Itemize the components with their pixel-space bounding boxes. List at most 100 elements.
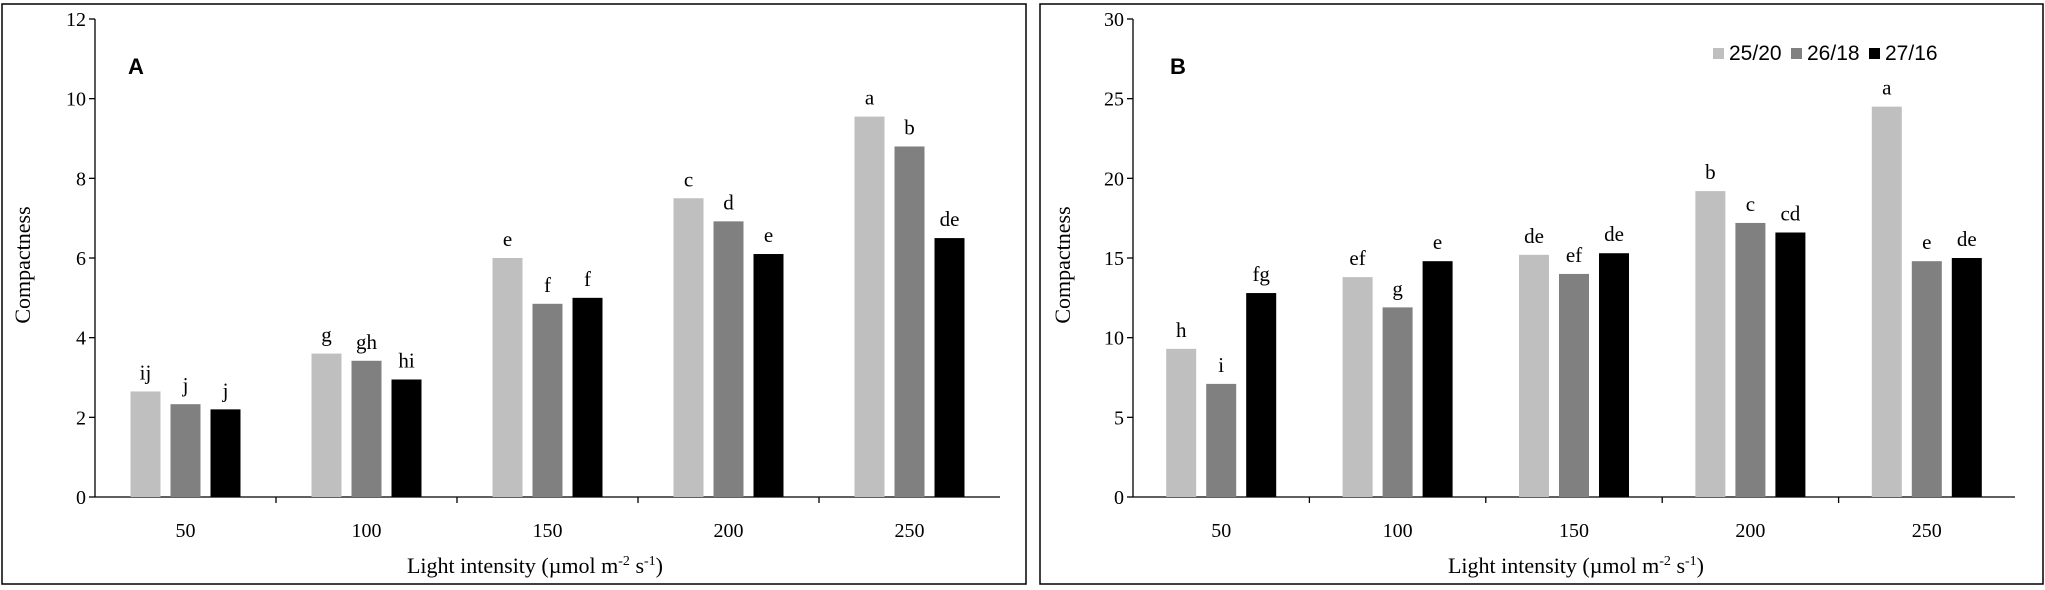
bar-letter-a: e: [764, 223, 773, 247]
y-tick-label-b: 5: [1114, 407, 1124, 429]
bar-letter-a: g: [321, 323, 332, 347]
bar-b-s1-150: [1519, 254, 1549, 497]
bar-a-s1-200: [673, 198, 704, 497]
bar-letter-b: fg: [1252, 262, 1270, 286]
y-tick-label-a: 4: [76, 328, 86, 350]
bar-letter-b: de: [1524, 224, 1544, 248]
y-tick-label-b: 30: [1104, 9, 1124, 31]
y-tick-label-b: 15: [1104, 248, 1124, 270]
legend-label-2: 26/18: [1807, 42, 1860, 65]
legend-swatch-1: [1713, 48, 1724, 59]
bar-letter-a: c: [684, 167, 693, 191]
bar-a-s2-50: [170, 404, 201, 497]
bar-a-s3-150: [572, 297, 603, 497]
bar-letter-b: c: [1746, 192, 1755, 216]
bar-letter-b: g: [1392, 276, 1403, 300]
bar-letter-b: e: [1922, 230, 1931, 254]
legend-swatch-2: [1791, 48, 1802, 59]
y-tick-label-a: 0: [76, 487, 86, 509]
y-tick-label-a: 8: [76, 168, 86, 190]
bar-a-s3-200: [753, 254, 784, 497]
y-tick-label-b: 0: [1114, 487, 1124, 509]
bar-letter-a: f: [584, 267, 591, 291]
bar-letter-a: j: [222, 378, 229, 402]
bar-b-s2-100: [1382, 307, 1413, 497]
bar-letter-b: e: [1433, 230, 1442, 254]
bar-b-s2-150: [1559, 273, 1589, 497]
bar-letter-b: cd: [1780, 202, 1800, 226]
bar-b-s1-200: [1695, 191, 1726, 497]
x-tick-label-b: 200: [1735, 520, 1765, 542]
bar-b-s2-250: [1911, 261, 1942, 497]
bar-a-s1-100: [311, 353, 342, 497]
x-tick-label-a: 50: [176, 520, 196, 542]
bar-letter-b: ef: [1349, 246, 1365, 270]
panel-label-b: B: [1170, 54, 1186, 79]
legend-label-3: 27/16: [1885, 42, 1938, 65]
bar-letter-b: h: [1176, 318, 1187, 342]
y-tick-label-a: 2: [76, 407, 86, 429]
x-tick-label-b: 100: [1383, 520, 1413, 542]
y-axis-title-a: Compactness: [10, 206, 35, 323]
bar-letter-a: f: [544, 273, 551, 297]
y-tick-label-b: 25: [1104, 89, 1124, 111]
bar-b-s3-50: [1246, 293, 1277, 497]
panel-label-a: A: [128, 54, 144, 79]
x-axis-title-b: Light intensity (µmol m-2 s-1): [1448, 553, 1704, 578]
x-tick-label-b: 150: [1559, 520, 1589, 542]
bar-letter-b: a: [1882, 76, 1892, 100]
bar-a-s2-100: [351, 360, 382, 497]
y-tick-label-b: 10: [1104, 328, 1124, 350]
bar-a-s2-250: [894, 146, 925, 497]
bar-a-s1-150: [492, 258, 523, 497]
bar-letter-a: hi: [398, 348, 415, 372]
bar-a-s3-50: [210, 409, 241, 497]
bar-letter-b: b: [1705, 160, 1716, 184]
bar-letter-a: a: [865, 86, 875, 110]
x-tick-label-a: 150: [533, 520, 563, 542]
bar-a-s2-200: [713, 221, 744, 497]
bar-letter-b: de: [1604, 222, 1624, 246]
x-tick-label-a: 200: [714, 520, 744, 542]
legend-swatch-3: [1869, 48, 1880, 59]
x-tick-label-b: 250: [1912, 520, 1942, 542]
y-axis-title-b: Compactness: [1050, 206, 1075, 323]
x-tick-label-a: 250: [895, 520, 925, 542]
bar-letter-b: i: [1218, 353, 1224, 377]
legend-label-1: 25/20: [1729, 42, 1782, 65]
x-tick-label-a: 100: [352, 520, 382, 542]
legend: 25/20 26/18 27/16: [1713, 42, 1938, 65]
y-tick-label-a: 12: [66, 9, 86, 31]
bar-b-s1-50: [1166, 348, 1197, 497]
bar-a-s1-250: [854, 116, 885, 497]
y-tick-label-a: 10: [66, 89, 86, 111]
plot-frame-b: [1039, 3, 2044, 585]
bar-letter-a: b: [904, 115, 915, 139]
bar-b-s2-200: [1735, 222, 1766, 498]
bar-letter-a: j: [182, 373, 189, 397]
bar-letter-a: gh: [356, 330, 378, 354]
bar-b-s3-200: [1775, 232, 1806, 498]
bar-a-s1-50: [130, 391, 161, 497]
bar-letter-a: d: [723, 190, 734, 214]
bar-a-s3-250: [934, 238, 965, 498]
y-tick-label-b: 20: [1104, 168, 1124, 190]
plot-frame-a: [1, 3, 1027, 585]
bar-b-s3-100: [1422, 261, 1453, 497]
bar-b-s3-150: [1599, 253, 1629, 497]
bar-b-s1-250: [1871, 106, 1902, 497]
x-tick-label-b: 50: [1211, 520, 1231, 542]
bar-letter-b: de: [1957, 227, 1977, 251]
y-tick-label-a: 6: [76, 248, 86, 270]
bar-b-s1-100: [1342, 277, 1373, 497]
bar-a-s2-150: [532, 303, 563, 497]
x-axis-title-a: Light intensity (µmol m-2 s-1): [407, 553, 663, 578]
bar-letter-b: ef: [1566, 243, 1582, 267]
bar-b-s2-50: [1206, 383, 1237, 497]
bar-letter-a: de: [940, 207, 960, 231]
bar-b-s3-250: [1951, 258, 1982, 497]
bar-letter-a: ij: [140, 360, 152, 384]
bar-letter-a: e: [503, 227, 512, 251]
